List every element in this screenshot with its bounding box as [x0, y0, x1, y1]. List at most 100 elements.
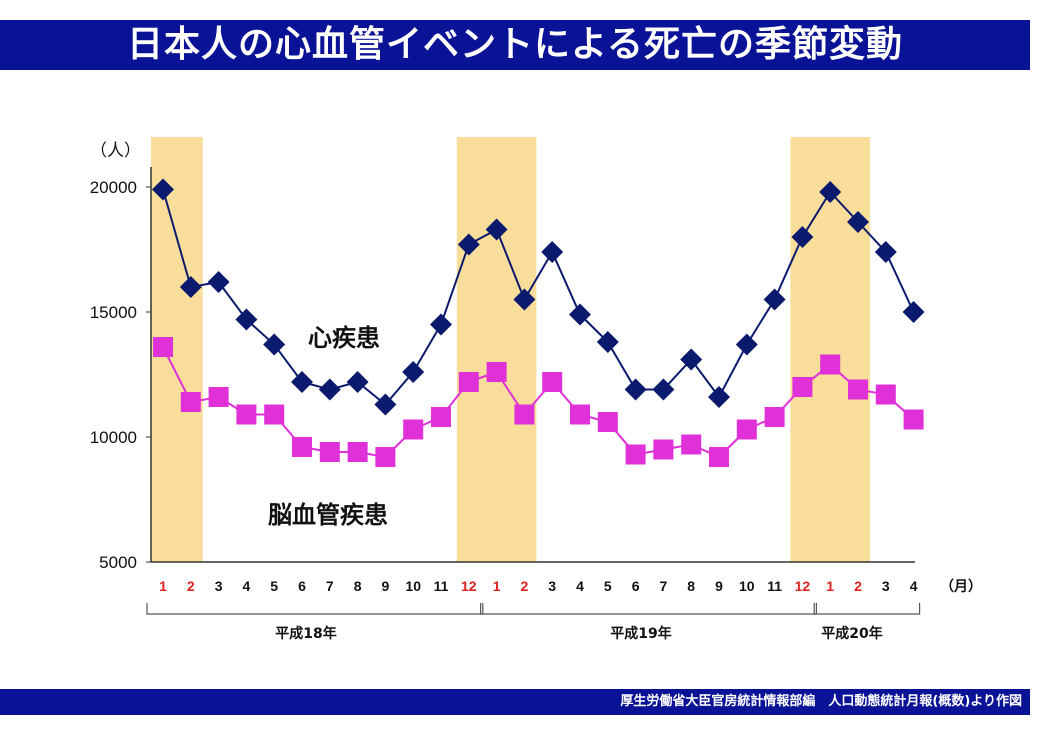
heart-point-13	[513, 288, 536, 311]
x-tick-label-27: 4	[910, 578, 918, 594]
cerebro-point-5	[292, 437, 312, 457]
heart-point-7	[346, 371, 369, 393]
x-tick-label-7: 8	[354, 578, 362, 594]
year-label-h19: 平成19年	[610, 625, 671, 642]
winter-shade-1	[456, 137, 537, 562]
x-tick-label-11: 12	[461, 578, 477, 594]
x-tick-label-19: 8	[687, 578, 695, 594]
x-tick-label-26: 3	[882, 578, 890, 594]
y-tick-label-20000: 20000	[90, 178, 137, 197]
y-tick-label-15000: 15000	[90, 303, 137, 322]
x-tick-label-2: 3	[215, 578, 223, 594]
heart-point-5	[291, 371, 313, 393]
cerebro-point-4	[264, 404, 285, 425]
x-tick-label-20: 9	[715, 578, 723, 594]
year-label-h18: 平成18年	[275, 625, 336, 642]
cerebro-point-14	[542, 372, 563, 392]
series-markers-layer	[152, 178, 925, 467]
heart-point-4	[263, 333, 286, 356]
x-tick-label-23: 12	[795, 578, 811, 594]
heart-point-26	[874, 241, 897, 263]
heart-point-11	[457, 233, 480, 256]
heart-point-18	[652, 378, 675, 401]
cerebro-point-24	[820, 354, 841, 375]
x-tick-label-14: 3	[548, 578, 556, 594]
cerebro-point-15	[570, 404, 590, 425]
heart-point-17	[624, 378, 647, 401]
heart-point-14	[541, 241, 564, 263]
x-tick-label-1: 2	[187, 578, 195, 594]
x-tick-label-24: 1	[826, 578, 834, 594]
x-tick-label-22: 11	[767, 578, 782, 594]
cerebro-point-12	[486, 362, 507, 382]
cerebro-point-8	[375, 447, 396, 467]
cerebro-point-7	[347, 442, 368, 462]
x-tick-label-18: 7	[660, 578, 668, 594]
year-bracket-1	[480, 603, 817, 615]
y-unit-label: （人）	[90, 141, 141, 160]
series-lines-layer	[162, 189, 915, 459]
cerebro-point-27	[903, 409, 924, 430]
heart-point-24	[819, 181, 842, 203]
cerebro-point-10	[431, 407, 451, 427]
cerebro-point-2	[208, 387, 229, 407]
heart-point-0	[152, 178, 174, 201]
heart-point-23	[791, 226, 814, 248]
x-unit-label: （月）	[940, 578, 982, 594]
year-bracket-2	[813, 603, 921, 615]
heart-point-6	[318, 378, 341, 401]
cerebro-point-3	[236, 404, 257, 425]
x-tick-label-21: 10	[739, 578, 755, 594]
heart-point-12	[485, 218, 508, 241]
heart-point-19	[680, 348, 703, 371]
series-line-1	[162, 346, 915, 459]
chart-title: 日本人の心血管イベントによる死亡の季節変動	[127, 24, 903, 65]
year-bracket-0	[146, 603, 484, 615]
heart-point-25	[847, 211, 869, 233]
series-line-0	[162, 189, 915, 406]
x-tick-label-25: 2	[854, 578, 862, 594]
labels-layer: （人） （月） 心疾患 脳血管疾患 平成18年 平成19年 平成20年	[90, 141, 982, 642]
winter-shading-layer	[151, 137, 870, 562]
x-tick-label-8: 9	[382, 578, 390, 594]
cerebro-point-26	[875, 384, 896, 405]
cerebro-point-20	[709, 447, 729, 467]
cerebro-point-25	[848, 379, 868, 400]
title-bar: 日本人の心血管イベントによる死亡の季節変動	[0, 20, 1030, 70]
series-label-heart: 心疾患	[308, 324, 380, 352]
cerebro-point-0	[153, 337, 173, 357]
cerebro-point-9	[403, 419, 424, 440]
cerebro-point-21	[736, 419, 757, 440]
cerebro-point-16	[597, 412, 618, 432]
heart-point-27	[902, 301, 925, 323]
x-tick-label-12: 1	[493, 578, 501, 594]
heart-point-22	[763, 288, 786, 311]
cerebro-point-11	[458, 372, 479, 392]
cerebro-point-13	[514, 404, 535, 425]
cerebro-point-6	[319, 442, 340, 462]
cerebro-point-1	[180, 392, 201, 412]
heart-point-9	[402, 361, 425, 383]
year-label-h20: 平成20年	[821, 625, 882, 642]
series-label-cerebrovascular: 脳血管疾患	[268, 501, 388, 529]
y-tick-label-10000: 10000	[90, 428, 137, 447]
x-tick-label-0: 1	[159, 578, 167, 594]
cerebro-point-22	[764, 407, 785, 427]
y-tick-label-5000: 5000	[99, 553, 137, 572]
x-tick-label-4: 5	[270, 578, 278, 594]
footer-bar: 厚生労働省大臣官房統計情報部編 人口動態統計月報(概数)より作図	[0, 689, 1030, 715]
heart-point-20	[708, 386, 730, 408]
cerebro-point-17	[625, 444, 646, 465]
cerebro-point-19	[681, 434, 702, 455]
heart-point-1	[179, 276, 202, 298]
heart-point-8	[374, 393, 397, 416]
x-tick-label-10: 11	[434, 578, 449, 594]
x-tick-label-6: 7	[326, 578, 334, 594]
x-tick-label-16: 5	[604, 578, 612, 594]
cerebro-point-23	[792, 377, 813, 397]
winter-shade-2	[790, 137, 870, 562]
x-tick-label-9: 10	[405, 578, 421, 594]
heart-point-2	[207, 271, 230, 293]
